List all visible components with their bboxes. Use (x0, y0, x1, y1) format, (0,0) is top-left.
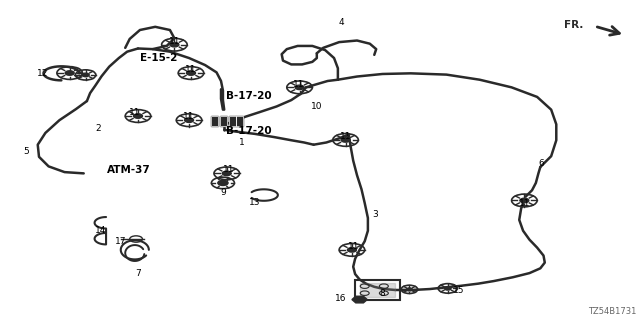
Bar (211, 116, 218, 126)
Text: B-17-20: B-17-20 (226, 126, 271, 136)
Text: B-17-20: B-17-20 (226, 91, 271, 101)
Text: 7: 7 (135, 268, 141, 278)
Polygon shape (352, 296, 367, 303)
Circle shape (184, 118, 193, 123)
Bar (229, 116, 236, 126)
Text: 11: 11 (185, 65, 196, 74)
Circle shape (406, 288, 412, 291)
Circle shape (170, 43, 179, 47)
Text: 6: 6 (539, 159, 545, 168)
Bar (211, 116, 218, 126)
Circle shape (520, 198, 529, 203)
Bar (229, 116, 236, 126)
Text: 17: 17 (115, 237, 127, 246)
Text: 11: 11 (518, 199, 530, 208)
Bar (360, 283, 395, 297)
Bar (236, 116, 243, 126)
Bar (355, 280, 400, 300)
Text: 13: 13 (249, 197, 260, 206)
Text: 11: 11 (169, 37, 180, 46)
Text: 4: 4 (339, 19, 344, 28)
Circle shape (218, 180, 228, 186)
Circle shape (65, 71, 74, 75)
Circle shape (444, 287, 451, 290)
Text: 11: 11 (223, 165, 234, 174)
Text: 5: 5 (24, 147, 29, 156)
Bar (220, 116, 227, 126)
Text: 8: 8 (380, 289, 385, 298)
Text: 11: 11 (348, 242, 359, 251)
Text: 12: 12 (36, 69, 48, 78)
Text: 11: 11 (129, 108, 141, 117)
Bar (236, 116, 243, 126)
Circle shape (186, 71, 195, 75)
Text: 11: 11 (340, 132, 351, 140)
Text: E-15-2: E-15-2 (140, 53, 178, 63)
Text: ATM-37: ATM-37 (106, 164, 150, 174)
Text: 9: 9 (220, 188, 226, 197)
Circle shape (341, 138, 350, 142)
Circle shape (134, 114, 143, 118)
Circle shape (295, 85, 304, 90)
Text: 14: 14 (95, 226, 107, 235)
Text: 15: 15 (453, 286, 465, 295)
Text: TZ54B1731: TZ54B1731 (588, 307, 636, 316)
Text: FR.: FR. (564, 20, 583, 29)
Text: 2: 2 (95, 124, 100, 133)
Text: 3: 3 (372, 210, 378, 219)
Text: 1: 1 (239, 138, 245, 147)
Text: 11: 11 (293, 80, 305, 89)
Circle shape (348, 248, 356, 252)
Circle shape (222, 171, 231, 176)
Bar (220, 116, 227, 126)
Text: 10: 10 (311, 102, 323, 111)
Text: 11: 11 (183, 113, 195, 122)
Circle shape (82, 73, 89, 77)
Text: 16: 16 (335, 294, 346, 303)
